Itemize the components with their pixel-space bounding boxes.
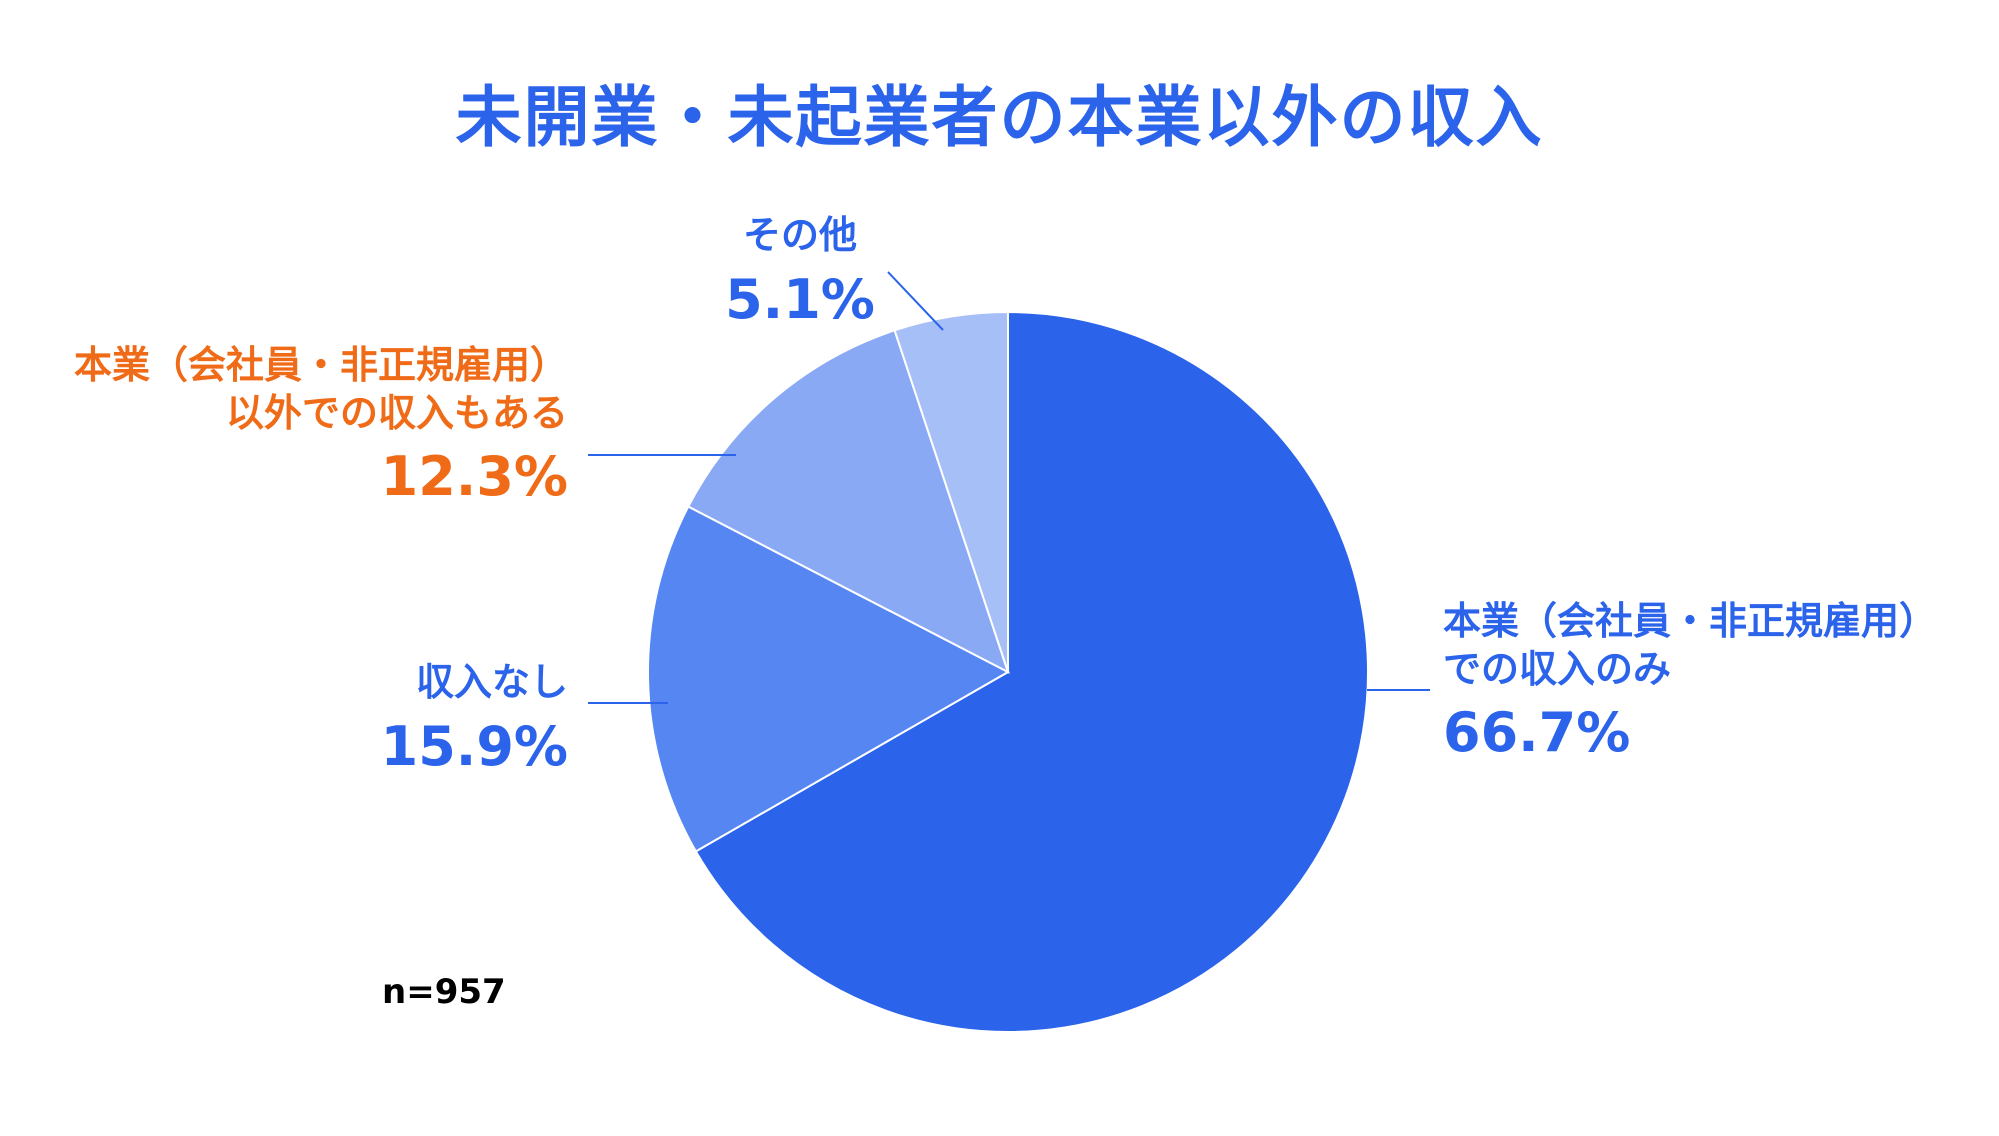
sample-size-note: n=957	[382, 972, 506, 1012]
pie-slice-other-income	[686, 329, 1010, 675]
chart-title: 未開業・未起業者の本業以外の収入	[455, 79, 1544, 156]
leader-line-others	[887, 271, 944, 331]
slice-label-others: その他 5.1%	[700, 212, 900, 333]
pie-slice-others	[893, 310, 1009, 673]
slice-value-label: 5.1%	[725, 267, 875, 331]
pie-slice-main-income-only	[694, 310, 1369, 1033]
slice-label-text: 本業（会社員・非正規雇用）	[73, 343, 568, 387]
slice-label-text: 収入なし	[415, 660, 568, 704]
slice-label-other-income: 本業（会社員・非正規雇用） 以外での収入もある 12.3%	[20, 342, 568, 511]
slice-label-text: での収入のみ	[1443, 646, 1672, 691]
slice-label-no-income: 収入なし 15.9%	[300, 659, 568, 780]
pie-slice-no-income	[646, 505, 1011, 853]
slice-value-label: 12.3%	[380, 445, 568, 508]
slice-label-text: 以外での収入もある	[225, 390, 568, 435]
slice-label-main-income-only: 本業（会社員・非正規雇用） での収入のみ 66.7%	[1443, 598, 1937, 767]
slice-label-text: その他	[742, 213, 857, 257]
slice-value-label: 15.9%	[380, 714, 568, 778]
slice-value-label: 66.7%	[1443, 701, 1631, 764]
slice-label-text: 本業（会社員・非正規雇用）	[1443, 599, 1938, 643]
